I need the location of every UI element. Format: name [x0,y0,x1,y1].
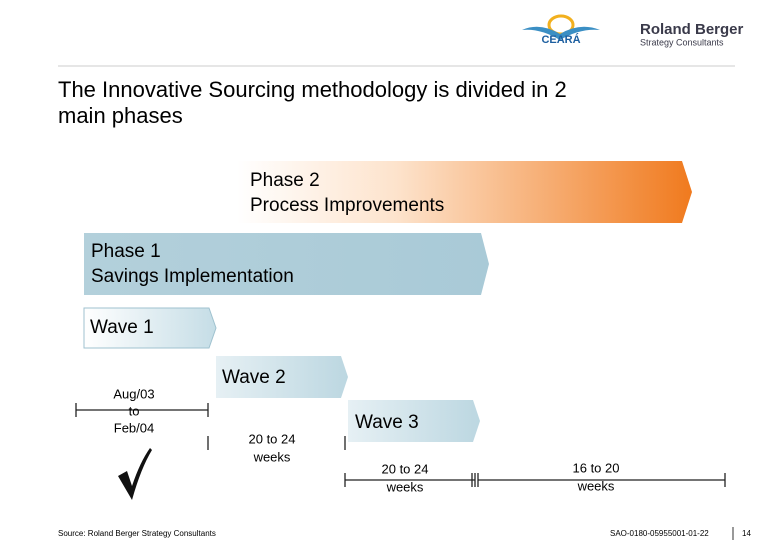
title-line: main phases [58,103,183,128]
wave-1-arrow [83,307,217,349]
phase-2-arrow [237,161,692,223]
duration-bracket [344,473,476,487]
client-logo: CEARÁ [522,14,600,46]
firm-name: Roland Berger [640,21,744,38]
phase-label: Savings Implementation [91,266,294,287]
wave-label: Wave 3 [355,412,419,433]
phase-label: Phase 1 [91,241,161,262]
source: Source: Roland Berger Strategy Consultan… [58,529,216,538]
duration-bracket [477,473,726,487]
duration-label: Feb/04 [114,420,154,435]
title-line: The Innovative Sourcing methodology is d… [58,77,567,102]
duration-label: weeks [253,449,291,464]
phase-label: Phase 2 [250,170,320,191]
duration-label: weeks [386,479,424,494]
duration-label: to [129,403,140,418]
duration-label: Aug/03 [113,386,154,401]
duration-bracket [75,403,209,417]
phase-label: Process Improvements [250,195,444,216]
page-number: 14 [742,529,751,538]
wave-label: Wave 1 [90,317,154,338]
duration-bracket [207,436,346,450]
wave-label: Wave 2 [222,367,286,388]
wave-2-arrow [216,356,348,398]
duration-label: weeks [577,478,615,493]
check-mark [118,448,152,500]
phase-1-arrow [84,233,489,295]
slide-code: SAO-0180-05955001-01-22 [610,529,709,538]
wave-3-arrow [348,400,480,442]
duration-label: 16 to 20 [573,460,620,475]
duration-label: 20 to 24 [249,431,296,446]
client-logo-text: CEARÁ [541,33,580,46]
firm-tagline: Strategy Consultants [640,37,724,47]
duration-label: 20 to 24 [382,461,429,476]
